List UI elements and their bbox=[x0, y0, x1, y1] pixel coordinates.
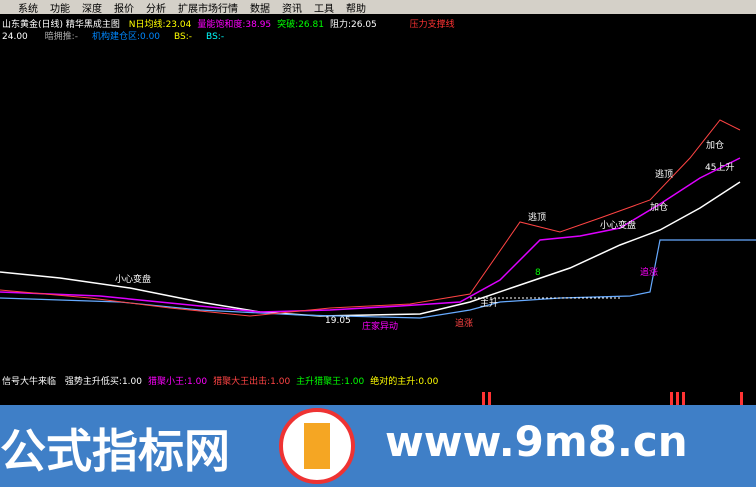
header-label: 阻力: bbox=[329, 20, 351, 30]
menu-item[interactable]: 系统 bbox=[18, 3, 38, 15]
signal bbox=[670, 392, 673, 405]
menu-item[interactable]: 扩展市场行情 bbox=[178, 3, 238, 15]
subheader-label: 机构建仓区: bbox=[91, 32, 140, 42]
support-line bbox=[0, 239, 756, 319]
chart-header: 山东黄金(日线) 精华黑成主图 N日均线:23.04 量能饱和度:38.95 突破:… bbox=[2, 17, 455, 30]
menu-item[interactable]: 深度 bbox=[82, 3, 102, 15]
chart-subheader: 24.00 暗拥推:- 机构建仓区:0.00 BS:- BS:- bbox=[2, 29, 224, 42]
formula-name: 精华黑成主图 bbox=[65, 20, 120, 30]
watermark-url: www.9m8.cn bbox=[385, 417, 688, 466]
annotation: 加仓 bbox=[650, 203, 669, 213]
header-value: 23.04 bbox=[165, 20, 192, 30]
menu-item[interactable]: 帮助 bbox=[346, 3, 366, 15]
tag: 压力支撑线 bbox=[409, 20, 455, 30]
indicator-value: 1.00 bbox=[121, 377, 142, 387]
stock-name: 山东黄金(日线) bbox=[2, 20, 64, 30]
indicator-title: 信号大牛来临 bbox=[2, 377, 57, 387]
header-label: 突破: bbox=[277, 20, 299, 30]
subheader-value: - bbox=[220, 32, 225, 42]
annotation: 主升 bbox=[480, 299, 499, 309]
indicator-label: 主升猎聚王: bbox=[296, 377, 345, 387]
indicator-value: 1.00 bbox=[270, 377, 291, 387]
annotation: 8 bbox=[535, 268, 541, 278]
annotation: 19.05 bbox=[325, 316, 351, 326]
indicator-label: 猎聚大王出击: bbox=[213, 377, 271, 387]
menu-item[interactable]: 分析 bbox=[146, 3, 166, 15]
signal bbox=[482, 392, 485, 405]
signal bbox=[676, 392, 679, 405]
indicator-value: 1.00 bbox=[344, 377, 365, 387]
annotation: 逃顶 bbox=[655, 170, 674, 180]
menu-item[interactable]: 资讯 bbox=[282, 3, 302, 15]
indicator-label: 强势主升低买: bbox=[64, 377, 122, 387]
subheader-value: 0.00 bbox=[139, 32, 161, 42]
price-chart bbox=[0, 119, 756, 319]
header-label: 量能饱和度: bbox=[197, 20, 246, 30]
header-label: N日均线: bbox=[128, 20, 166, 30]
menu-bar: 系统 功能 深度 报价 分析 扩展市场行情 数据 资讯 工具 帮助 bbox=[0, 0, 756, 15]
logo bbox=[279, 408, 355, 484]
signal-marks bbox=[482, 392, 743, 405]
indicator-header: 信号大牛来临 强势主升低买:1.00 猎聚小王:1.00 猎聚大王出击:1.00 主升… bbox=[2, 374, 438, 387]
annotation: 追涨 bbox=[640, 268, 659, 278]
header-value: 26.81 bbox=[298, 20, 324, 30]
annotation: 小心变盘 bbox=[115, 275, 152, 285]
indicator-label: 绝对的主升: bbox=[370, 377, 419, 387]
header-value: 26.05 bbox=[351, 20, 377, 30]
annotation: 加仓 bbox=[706, 141, 725, 151]
subheader-label: BS: bbox=[174, 32, 189, 42]
subheader-value: - bbox=[74, 32, 78, 42]
menu-item[interactable]: 工具 bbox=[314, 3, 334, 15]
menu-item[interactable]: 数据 bbox=[250, 3, 270, 15]
price-line bbox=[0, 119, 741, 317]
price-label: 24.00 bbox=[2, 32, 28, 42]
menu-item[interactable]: 功能 bbox=[50, 3, 70, 15]
annotation: 小心变盘 bbox=[600, 221, 637, 231]
header-value: 38.95 bbox=[245, 20, 272, 30]
menu-item[interactable]: 报价 bbox=[114, 3, 134, 15]
annotation: 逃顶 bbox=[528, 213, 547, 223]
subheader-value: - bbox=[188, 32, 193, 42]
signal bbox=[740, 392, 743, 405]
annotation: 追涨 bbox=[455, 319, 474, 329]
signal bbox=[682, 392, 685, 405]
annotation: 庄家异动 bbox=[362, 322, 399, 332]
signal bbox=[488, 392, 491, 405]
ma-line bbox=[0, 181, 741, 317]
watermark-name: 公式指标网 bbox=[0, 424, 230, 478]
indicator-value: 1.00 bbox=[187, 377, 208, 387]
subheader-label: BS: bbox=[206, 32, 221, 42]
trend-line bbox=[0, 157, 741, 313]
annotation: 45上升 bbox=[705, 163, 735, 173]
subheader-label: 暗拥推: bbox=[44, 32, 75, 42]
indicator-value: 0.00 bbox=[418, 377, 439, 387]
watermark-banner: 公式指标网 www.9m8.cn bbox=[0, 405, 756, 487]
indicator-label: 猎聚小王: bbox=[147, 377, 188, 387]
